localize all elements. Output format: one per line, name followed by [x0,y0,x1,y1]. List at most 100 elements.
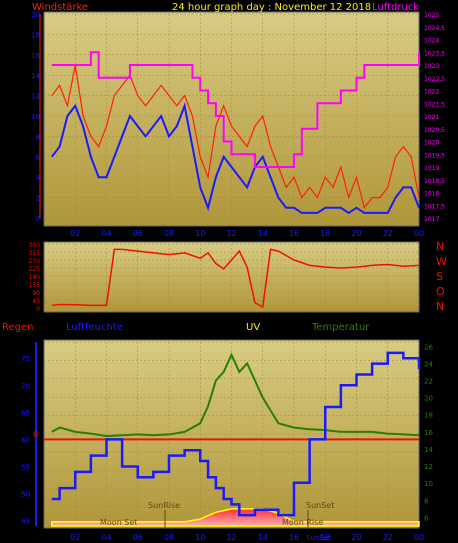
top-y-right-tick: 1017,5 [424,203,445,210]
humidity-series-line [51,351,421,517]
mid-y-tick: 45 [32,298,40,305]
top-y-right-tick: 1025 [424,12,439,19]
compass-letter: O [436,285,445,298]
top-y-right-tick: 1022 [424,89,439,96]
bottom-y-right-tick: 16 [424,429,433,437]
mid-y-tick: 90 [32,290,40,297]
top-y-right-tick: 1020 [424,140,439,147]
bottom-x-tick: 02 [70,533,80,542]
top-x-tick: 12 [226,229,236,238]
top-title-right: Luftdruck [372,2,419,13]
top-x-tick: 00 [414,229,424,238]
top-y-left-tick: 12 [31,93,40,101]
top-title-left: Windstärke [32,2,88,13]
mid-y-tick: 0 [36,306,40,313]
top-y-right-tick: 1017 [424,216,439,223]
mid-y-tick: 180 [29,274,41,281]
bottom-y-left-tick: 75 [21,355,30,363]
bottom-y-right-tick: 20 [424,395,433,403]
bottom-y-right-tick: 18 [424,412,433,420]
top-x-tick: 06 [133,229,143,238]
top-y-right-tick: 1021,5 [424,101,445,108]
top-y-right-tick: 1018,5 [424,178,445,185]
bottom-x-tick: 18 [320,533,330,542]
bottom-y-right-tick: 24 [424,360,433,368]
top-y-left-tick: 16 [31,52,40,60]
top-y-left-tick: 14 [31,72,40,80]
annotation-moonrise: Moon Rise [282,518,323,527]
top-title-center: 24 hour graph day : November 12 2018 [172,2,371,13]
top-y-right-tick: 1023,5 [424,50,445,57]
top-x-tick: 14 [258,229,268,238]
bottom-y-left-tick: 65 [21,409,30,417]
bottom-x-tick: 06 [133,533,143,542]
bottom-x-tick: 12 [226,533,236,542]
top-x-tick: 10 [195,229,205,238]
bottom-x-tick: 14 [258,533,268,542]
bottom-y-right-tick: 12 [424,463,433,471]
compass-letter: N [436,240,444,253]
top-x-tick: 04 [101,229,111,238]
bottom-y-left-tick: 60 [21,436,30,444]
top-y-right-tick: 1019 [424,165,439,172]
mid-y-tick: 315 [29,250,41,257]
top-y-left-tick: 2 [36,195,40,203]
wind-avg-series-line [51,102,420,215]
bottom-x-tick: 16 [289,533,299,542]
axis-sunset-label: SunSet [306,534,331,542]
top-x-tick: 18 [320,229,330,238]
top-y-left-tick: 4 [36,174,41,182]
direction-series-line [51,248,420,309]
bottom-y-right-tick: 8 [424,497,428,505]
wind-series-line [51,64,420,210]
compass-letter: W [436,255,447,268]
top-y-right-tick: 1022,5 [424,76,445,83]
top-y-right-tick: 1024 [424,38,439,45]
annotation-moonset: Moon Set [100,518,137,527]
bottom-y-right-tick: 26 [424,343,433,351]
top-y-right-tick: 1024,5 [424,25,445,32]
uv-series-area [51,508,420,527]
top-x-tick: 22 [383,229,393,238]
top-y-left-tick: 10 [31,113,40,121]
label-temperature: Temperatur [311,322,370,333]
bottom-y-right-tick: 6 [424,514,429,522]
bottom-x-tick: 22 [383,533,393,542]
bottom-y-right-tick: 22 [424,378,433,386]
mid-y-tick: 360 [29,242,41,249]
mid-y-tick: 225 [29,266,41,273]
annotation-sunrise: SunRise [148,501,180,510]
rain-zero-label: 0 [33,430,38,439]
top-y-left-tick: 0 [36,215,40,223]
mid-y-tick: 270 [29,258,41,265]
bottom-y-left-tick: 70 [21,382,30,390]
compass-letter: S [436,270,443,283]
top-x-tick: 16 [289,229,299,238]
top-y-left-tick: 18 [31,31,40,39]
pressure-series-line [51,51,420,168]
top-x-tick: 08 [164,229,174,238]
top-x-tick: 02 [70,229,80,238]
label-humidity: Luftfeuchte [66,322,123,333]
compass-letter: N [436,300,444,313]
top-y-left-tick: 6 [36,154,41,162]
temperature-series-line [51,352,420,438]
bottom-y-left-tick: 55 [21,463,30,471]
annotation-sunset: SunSet [306,501,334,510]
bottom-y-left-tick: 50 [21,491,30,499]
label-uv: UV [246,322,260,333]
top-x-tick: 20 [351,229,361,238]
bottom-x-tick: 20 [351,533,361,542]
bottom-x-tick: 04 [101,533,111,542]
mid-y-tick: 135 [29,282,41,289]
bottom-y-right-tick: 14 [424,446,433,454]
bottom-x-tick: 08 [164,533,174,542]
bottom-y-left-tick: 45 [21,518,30,526]
label-rain: Regen [2,322,34,333]
top-y-left-tick: 20 [31,11,40,19]
bottom-x-tick: 10 [195,533,205,542]
top-y-right-tick: 1020,5 [424,127,445,134]
bottom-x-tick: 00 [414,533,424,542]
